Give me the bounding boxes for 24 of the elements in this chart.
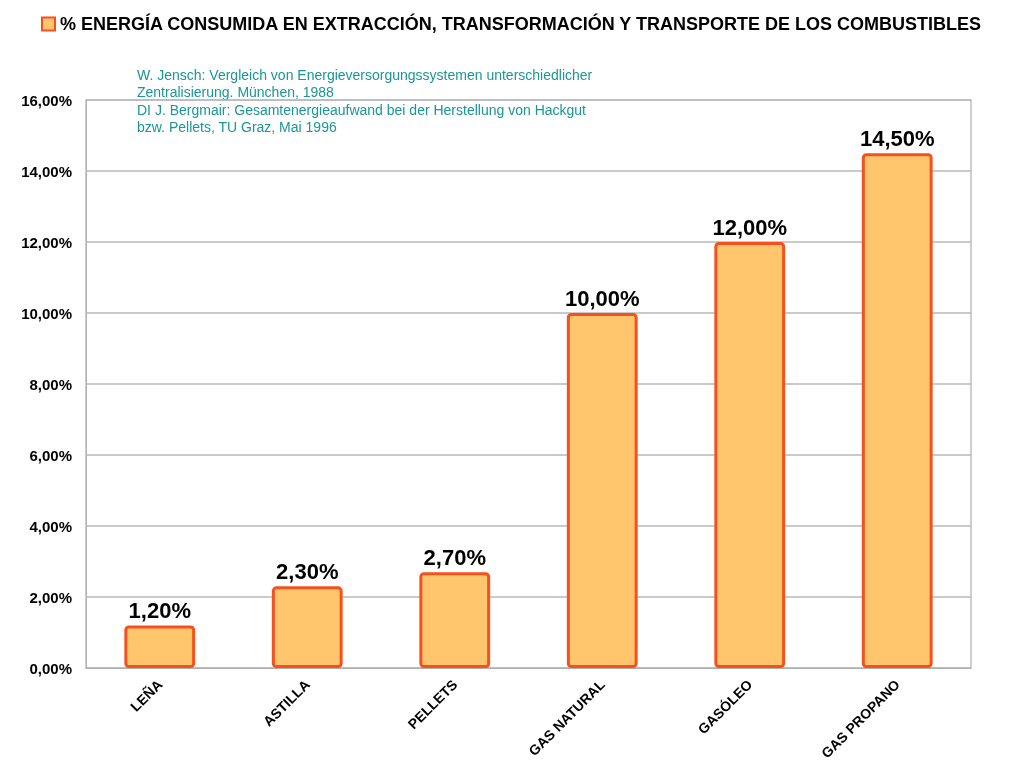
y-tick-label: 2,00% bbox=[29, 588, 72, 606]
data-label: 2,30% bbox=[276, 558, 339, 584]
annotation: DI J. Bergmair: Gesamtenergieaufwand bei der Herstellung von Hackgut bzw. Pellets, TU Graz, Mai 1996 bbox=[137, 101, 590, 136]
data-label: 2,70% bbox=[423, 544, 486, 570]
y-tick-label: 16,00% bbox=[21, 91, 72, 109]
y-tick-label: 6,00% bbox=[29, 446, 72, 464]
annotation: W. Jensch: Vergleich von Energieversorgungssystemen unterschiedlicher Zentralisierung. München, 1988 bbox=[137, 66, 597, 101]
y-tick-label: 4,00% bbox=[29, 517, 72, 535]
legend-label: % ENERGÍA CONSUMIDA EN EXTRACCIÓN, TRANSFORMACIÓN Y TRANSPORTE DE LOS COMBUSTIBLES bbox=[59, 13, 982, 34]
y-tick-label: 10,00% bbox=[21, 304, 72, 322]
bar bbox=[714, 242, 786, 668]
data-label: 10,00% bbox=[564, 285, 640, 311]
data-label: 12,00% bbox=[712, 214, 788, 240]
y-tick-label: 8,00% bbox=[29, 375, 72, 393]
bar bbox=[566, 313, 638, 668]
data-label: 1,20% bbox=[128, 597, 191, 623]
y-tick-label: 12,00% bbox=[21, 233, 72, 251]
bar bbox=[124, 625, 196, 668]
y-tick-label: 14,00% bbox=[21, 162, 72, 180]
bar bbox=[861, 153, 933, 668]
y-tick-label: 0,00% bbox=[29, 659, 72, 677]
data-label: 14,50% bbox=[859, 125, 935, 151]
bar bbox=[419, 572, 491, 668]
bar bbox=[271, 586, 343, 668]
